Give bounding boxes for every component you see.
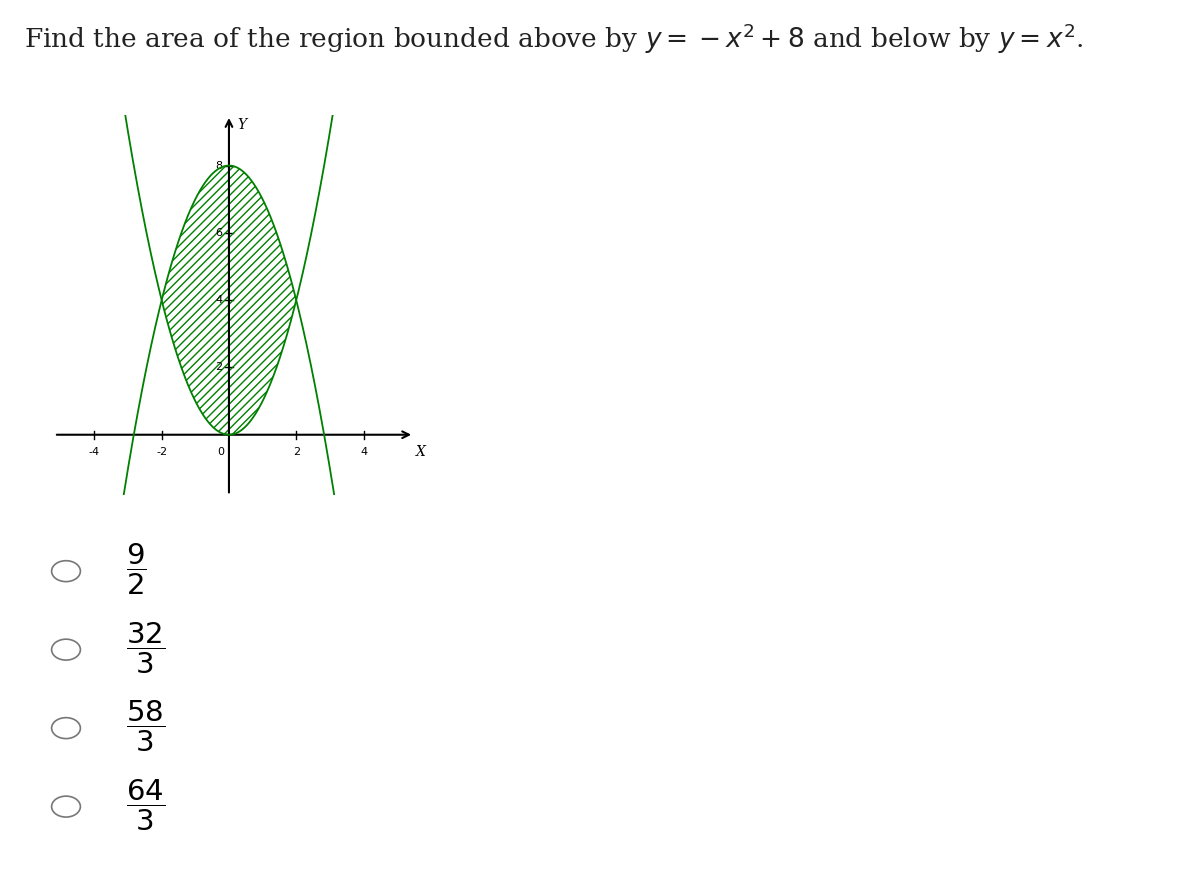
Text: $\dfrac{32}{3}$: $\dfrac{32}{3}$ [126, 621, 166, 676]
Text: 0: 0 [217, 446, 224, 457]
Text: Find the area of the region bounded above by $y = -x^2 + 8$ and below by $y = x^: Find the area of the region bounded abov… [24, 22, 1084, 57]
Text: 2: 2 [293, 446, 300, 457]
Text: $\dfrac{9}{2}$: $\dfrac{9}{2}$ [126, 542, 146, 597]
Text: Y: Y [238, 119, 246, 133]
Text: 6: 6 [215, 228, 222, 238]
Text: $\dfrac{64}{3}$: $\dfrac{64}{3}$ [126, 778, 166, 833]
Text: -4: -4 [89, 446, 100, 457]
Text: 2: 2 [215, 363, 222, 372]
Text: 4: 4 [360, 446, 367, 457]
Text: $\dfrac{58}{3}$: $\dfrac{58}{3}$ [126, 699, 166, 754]
Text: X: X [415, 445, 426, 459]
Text: -2: -2 [156, 446, 167, 457]
Text: 4: 4 [215, 295, 222, 305]
Text: 8: 8 [215, 160, 222, 171]
